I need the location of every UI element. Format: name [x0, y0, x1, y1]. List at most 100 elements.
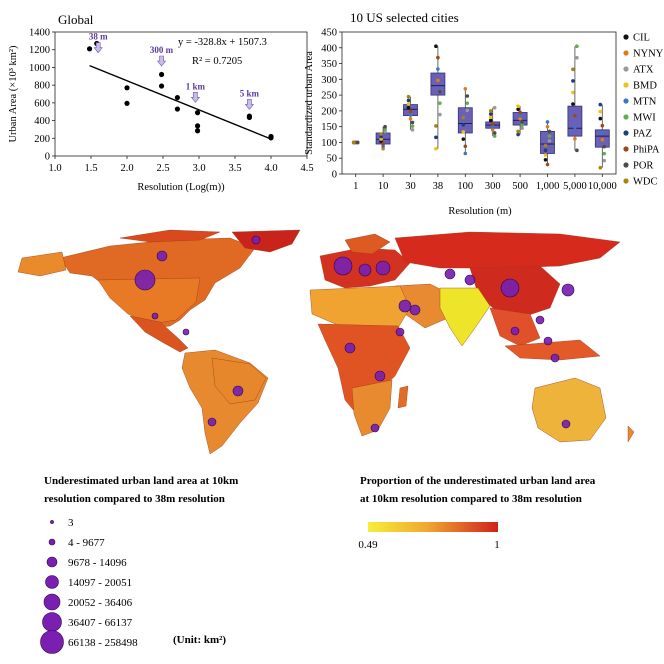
- global-data-point: [268, 135, 274, 141]
- bubble-legend-marker: [43, 593, 61, 611]
- legend-marker: [623, 114, 629, 120]
- global-data-point: [174, 94, 180, 101]
- legend-marker: [623, 82, 629, 88]
- boxplot-city-point: [600, 130, 605, 135]
- boxplot-city-point: [463, 87, 468, 91]
- map-canada-north: [119, 229, 221, 243]
- map-alaska: [17, 251, 67, 277]
- boxplot-city-point: [598, 102, 603, 107]
- left-caption-line-1: Underestimated urban land area at 10km: [44, 475, 238, 487]
- us-cities-boxplot: 10 US selected cities 0 50 100 150 200 250 300…: [304, 10, 664, 217]
- boxplot-city-point: [461, 130, 466, 134]
- boxplot-city-point: [461, 122, 466, 127]
- boxplot-city-point: [575, 44, 579, 48]
- boxplot-city-point: [408, 116, 413, 121]
- map-urban-bubble: [134, 269, 156, 291]
- boxplot-city-point: [571, 67, 575, 72]
- global-x-tick-label: 2.5: [156, 163, 169, 174]
- boxplot-y-tick-label: 150: [321, 122, 337, 133]
- map-urban-bubble: [561, 419, 571, 429]
- boxplot-box: [567, 105, 583, 137]
- boxplot-city-point: [465, 108, 470, 113]
- boxplot-city-point: [518, 113, 522, 118]
- bubble-legend-label: 20052 - 36406: [68, 597, 133, 609]
- global-x-tick-label: 1.0: [48, 163, 61, 174]
- boxplot-city-point: [434, 135, 438, 140]
- boxplot-city-point: [518, 116, 522, 121]
- global-data-point: [194, 123, 201, 129]
- global-x-tick-label: 3.5: [228, 163, 241, 174]
- map-urban-bubble: [398, 299, 412, 313]
- global-data-point: [194, 128, 201, 134]
- boxplot-y-tick-label: 100: [321, 138, 337, 149]
- global-annotation-arrow: [190, 92, 201, 103]
- boxplot-city-point: [571, 79, 575, 83]
- map-urban-bubble: [510, 326, 520, 336]
- boxplot-city-point: [436, 67, 440, 71]
- map-urban-bubble: [535, 315, 545, 325]
- left-caption-line-2: resolution compared to 38m resolution: [44, 493, 225, 505]
- map-urban-bubble: [251, 235, 261, 245]
- bubble-legend-marker: [45, 575, 59, 589]
- boxplot-city-point: [602, 144, 607, 149]
- boxplot-y-tick-label: 200: [321, 106, 337, 117]
- global-x-tick-label: 4.5: [300, 163, 313, 174]
- map-urban-bubble: [550, 353, 560, 363]
- bubble-legend-marker: [50, 520, 54, 524]
- boxplot-city-point: [355, 140, 360, 145]
- global-equation: y = -328.8x + 1507.3: [178, 37, 267, 48]
- map-urban-bubble: [370, 423, 380, 433]
- boxplot-city-point: [408, 109, 413, 114]
- global-data-point: [86, 46, 93, 52]
- map-greenland: [231, 229, 301, 253]
- legend-marker: [623, 34, 629, 40]
- boxplot-city-point: [488, 112, 493, 116]
- global-data-point: [246, 114, 252, 121]
- boxplot-city-point: [520, 123, 524, 127]
- boxplot-city-point: [520, 120, 524, 124]
- global-y-axis-label: Urban Area (×10³ km²): [8, 45, 19, 143]
- world-map: [17, 229, 635, 455]
- boxplot-y-tick-label: 400: [321, 43, 337, 54]
- map-australia: [531, 377, 607, 443]
- boxplot-city-point: [381, 142, 385, 146]
- global-data-point: [124, 100, 130, 106]
- map-urban-bubble: [151, 312, 159, 320]
- boxplot-city-point: [461, 137, 466, 141]
- global-annotation-arrow: [156, 55, 167, 67]
- global-data-point: [124, 85, 130, 91]
- boxplot-x-axis-label: Resolution (m): [448, 206, 512, 217]
- map-legends: Underestimated urban land area at 10km r…: [40, 475, 596, 654]
- bubble-legend-label: 66138 - 258498: [68, 637, 138, 649]
- global-x-tick-label: 3.0: [192, 163, 205, 174]
- boxplot-city-point: [408, 113, 413, 117]
- global-x-axis-label: Resolution (Log(m)): [137, 182, 225, 193]
- global-x-tick-label: 4.0: [264, 163, 277, 174]
- map-usa: [97, 277, 201, 325]
- boxplot-city-point: [547, 134, 552, 138]
- boxplot-x-tick-label: 1: [353, 181, 358, 192]
- boxplot-y-tick-label: 0: [332, 170, 337, 181]
- boxplot-city-point: [600, 123, 605, 128]
- global-data-point: [174, 106, 180, 112]
- boxplot-y-tick-label: 50: [327, 154, 338, 165]
- boxplot-x-tick-label: 10,000: [588, 181, 617, 192]
- global-fit-line: [89, 64, 272, 140]
- map-brazil: [211, 357, 267, 405]
- global-annotation-label: 5 km: [240, 88, 260, 98]
- boxplot-city-point: [406, 94, 411, 99]
- boxplot-city-point: [434, 146, 438, 151]
- boxplot-city-point: [436, 55, 440, 60]
- boxplot-city-point: [571, 90, 575, 95]
- map-urban-bubble: [409, 304, 421, 316]
- legend-label: MTN: [633, 97, 657, 108]
- boxplot-city-point: [490, 121, 495, 126]
- right-caption-line-1: Proportion of the underestimated urban l…: [360, 475, 596, 487]
- boxplot-box: [540, 130, 555, 154]
- global-y-tick-label: 1400: [29, 28, 50, 39]
- boxplot-city-point: [461, 115, 466, 120]
- global-annotation-label: 300 m: [150, 45, 174, 55]
- map-urban-bubble: [464, 274, 476, 286]
- boxplot-city-point: [573, 125, 577, 129]
- map-new-zealand: [627, 425, 635, 443]
